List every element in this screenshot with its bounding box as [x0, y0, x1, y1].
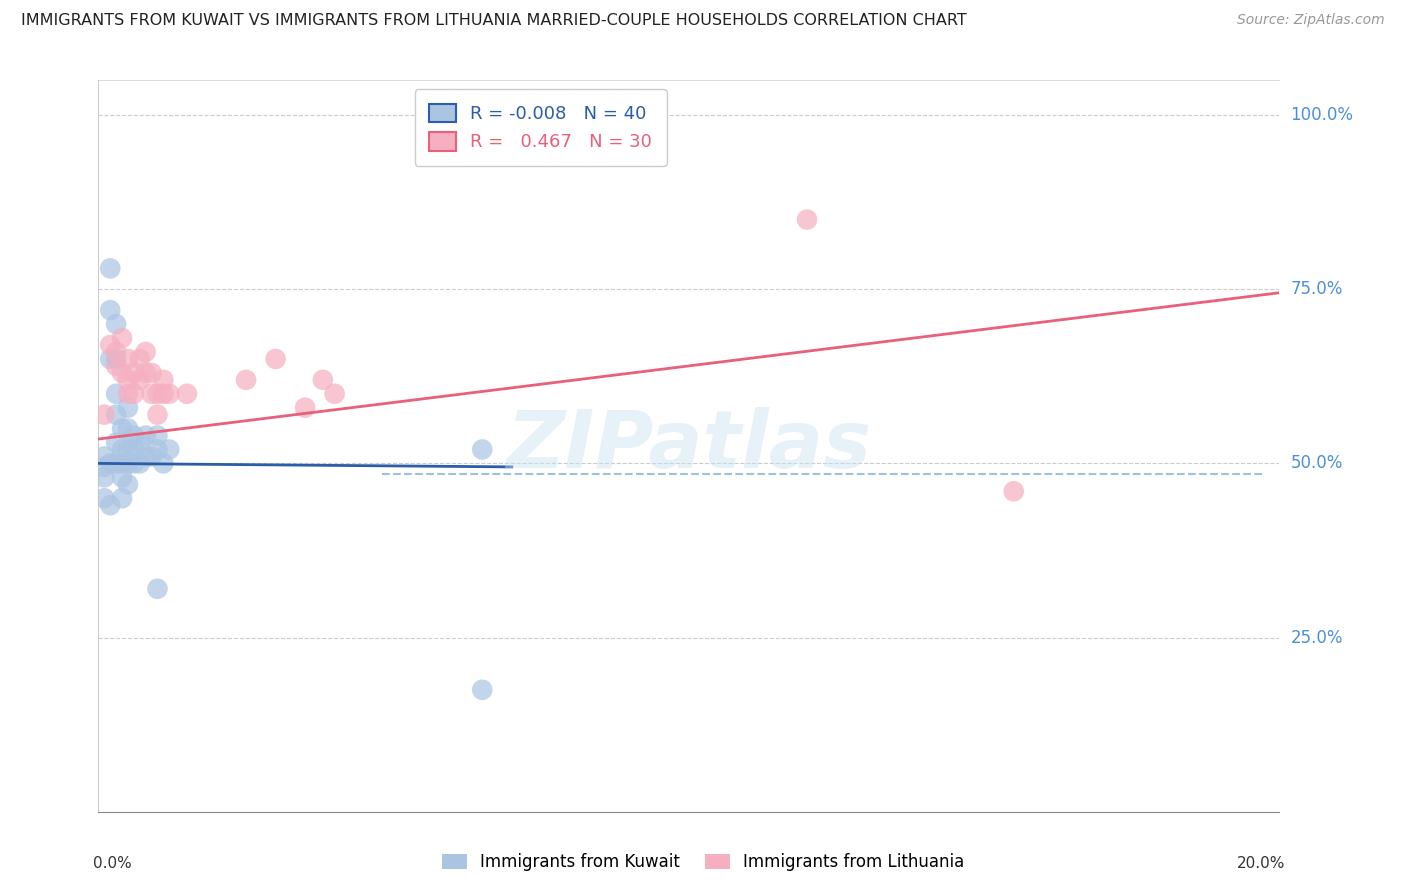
- Point: [264, 351, 287, 366]
- Point: [117, 442, 139, 457]
- Point: [128, 373, 150, 387]
- Point: [117, 351, 139, 366]
- Point: [146, 386, 169, 401]
- Text: 0.0%: 0.0%: [93, 855, 131, 871]
- Point: [93, 470, 115, 484]
- Point: [117, 457, 139, 471]
- Text: Source: ZipAtlas.com: Source: ZipAtlas.com: [1237, 13, 1385, 28]
- Point: [105, 435, 128, 450]
- Point: [111, 331, 134, 345]
- Point: [141, 366, 163, 380]
- Point: [471, 682, 494, 697]
- Text: 75.0%: 75.0%: [1291, 280, 1343, 298]
- Point: [146, 582, 169, 596]
- Point: [105, 351, 128, 366]
- Point: [122, 442, 145, 457]
- Point: [141, 450, 163, 464]
- Point: [117, 401, 139, 415]
- Point: [117, 373, 139, 387]
- Point: [323, 386, 346, 401]
- Point: [117, 421, 139, 435]
- Point: [157, 386, 180, 401]
- Text: 20.0%: 20.0%: [1237, 855, 1285, 871]
- Text: ZIPatlas: ZIPatlas: [506, 407, 872, 485]
- Point: [1002, 484, 1025, 499]
- Point: [122, 366, 145, 380]
- Point: [294, 401, 316, 415]
- Point: [93, 459, 115, 474]
- Point: [98, 303, 121, 318]
- Point: [117, 477, 139, 491]
- Point: [111, 470, 134, 484]
- Point: [146, 442, 169, 457]
- Text: 25.0%: 25.0%: [1291, 629, 1343, 647]
- Point: [152, 373, 174, 387]
- Point: [117, 386, 139, 401]
- Point: [176, 386, 198, 401]
- Point: [111, 491, 134, 506]
- Point: [98, 351, 121, 366]
- Point: [235, 373, 257, 387]
- Text: IMMIGRANTS FROM KUWAIT VS IMMIGRANTS FROM LITHUANIA MARRIED-COUPLE HOUSEHOLDS CO: IMMIGRANTS FROM KUWAIT VS IMMIGRANTS FRO…: [21, 13, 967, 29]
- Point: [122, 457, 145, 471]
- Point: [152, 457, 174, 471]
- Point: [111, 421, 134, 435]
- Point: [105, 408, 128, 422]
- Point: [141, 386, 163, 401]
- Point: [105, 457, 128, 471]
- Point: [111, 457, 134, 471]
- Point: [93, 408, 115, 422]
- Point: [135, 428, 157, 442]
- Point: [471, 442, 494, 457]
- Point: [135, 345, 157, 359]
- Point: [152, 386, 174, 401]
- Point: [122, 386, 145, 401]
- Point: [122, 428, 145, 442]
- Point: [98, 498, 121, 512]
- Point: [98, 338, 121, 352]
- Point: [105, 317, 128, 331]
- Point: [135, 450, 157, 464]
- Point: [128, 351, 150, 366]
- Point: [157, 442, 180, 457]
- Point: [312, 373, 335, 387]
- Point: [98, 261, 121, 276]
- Legend: Immigrants from Kuwait, Immigrants from Lithuania: Immigrants from Kuwait, Immigrants from …: [433, 845, 973, 880]
- Point: [128, 435, 150, 450]
- Point: [111, 366, 134, 380]
- Point: [93, 450, 115, 464]
- Point: [105, 345, 128, 359]
- Point: [128, 457, 150, 471]
- Point: [135, 366, 157, 380]
- Point: [98, 457, 121, 471]
- Point: [111, 442, 134, 457]
- Legend: R = -0.008   N = 40, R =   0.467   N = 30: R = -0.008 N = 40, R = 0.467 N = 30: [415, 89, 666, 166]
- Text: 100.0%: 100.0%: [1291, 106, 1354, 124]
- Point: [146, 408, 169, 422]
- Text: 50.0%: 50.0%: [1291, 454, 1343, 473]
- Point: [796, 212, 818, 227]
- Point: [105, 359, 128, 373]
- Point: [93, 491, 115, 506]
- Point: [146, 428, 169, 442]
- Point: [105, 386, 128, 401]
